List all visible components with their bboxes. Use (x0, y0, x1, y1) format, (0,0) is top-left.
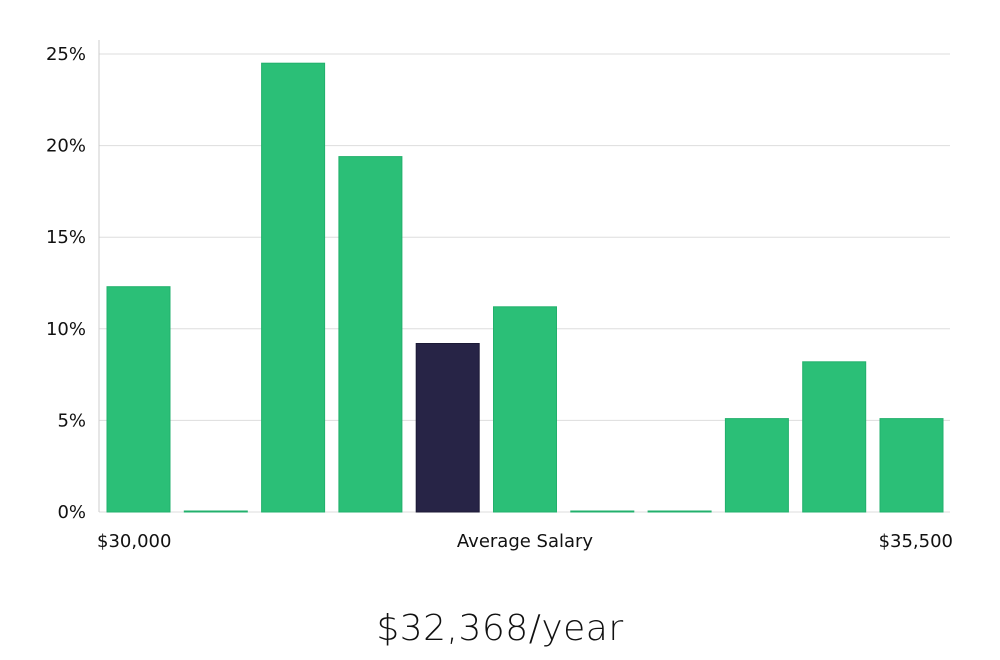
bar-11 (879, 418, 944, 513)
y-tick-label-10: 10% (46, 319, 86, 340)
bar-8 (647, 510, 712, 513)
average-salary-readout: $32,368/year (376, 608, 624, 649)
bar-4 (338, 156, 403, 513)
y-tick-label-0: 0% (57, 502, 86, 523)
bars (106, 62, 944, 513)
y-tick-labels: 0% 5% 10% 15% 20% 25% (46, 44, 86, 523)
bar-7 (570, 510, 635, 513)
bar-2 (183, 510, 248, 513)
bar-10 (802, 361, 867, 513)
x-label-average-salary: Average Salary (457, 531, 594, 552)
y-tick-label-15: 15% (46, 227, 86, 248)
bar-highlighted-average (415, 343, 480, 513)
x-label-max: $35,500 (879, 531, 953, 552)
bar-3 (261, 62, 326, 513)
bar-9 (724, 418, 789, 513)
bar-6 (493, 306, 557, 513)
x-label-min: $30,000 (97, 531, 171, 552)
y-tick-label-25: 25% (46, 44, 86, 65)
y-tick-label-20: 20% (46, 136, 86, 157)
y-tick-label-5: 5% (57, 410, 86, 431)
bar-1 (106, 286, 171, 513)
